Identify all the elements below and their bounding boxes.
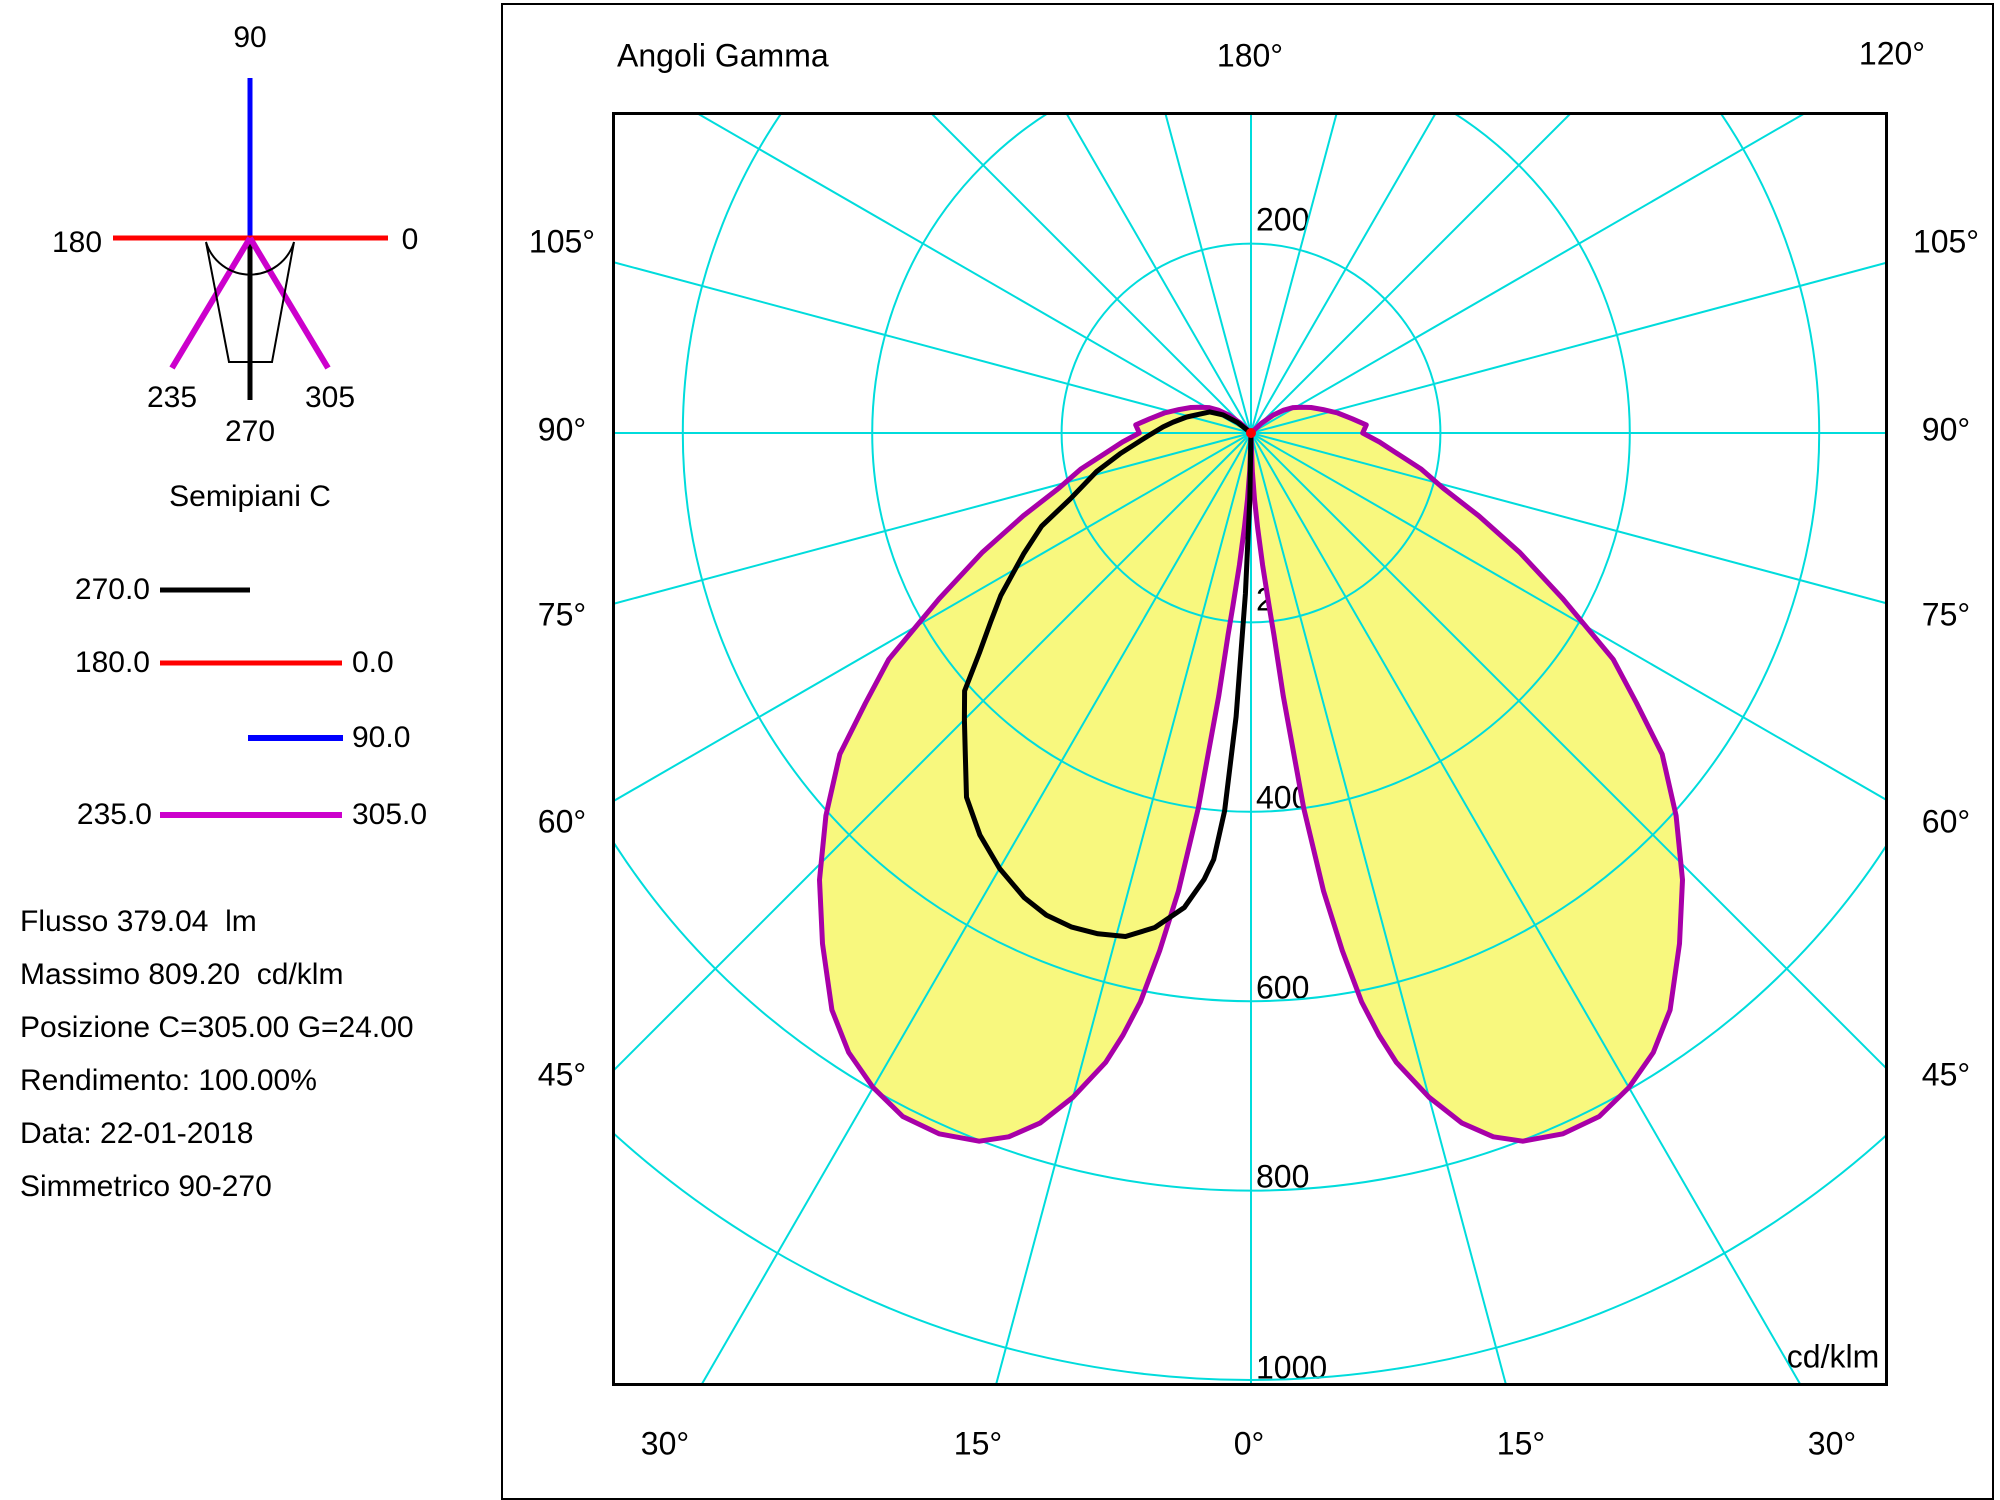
left-label-105: 105° xyxy=(528,223,596,260)
curve-c0-c180-dot xyxy=(1246,428,1256,438)
left-panel: 90 180 0 235 305 270 Semipiani C 270.0 1… xyxy=(0,0,500,1500)
grid-ray-105 xyxy=(1250,261,1888,434)
grid-ray-30 xyxy=(1250,432,1803,1386)
left-label-90: 90° xyxy=(537,411,587,448)
semipiani-title: Semipiani C xyxy=(169,480,331,513)
grid-ray-225 xyxy=(928,112,1252,434)
lamp-axis-235-line xyxy=(169,236,253,370)
info-simmetrico: Simmetrico 90-270 xyxy=(20,1170,272,1203)
legend-label-0: 0.0 xyxy=(352,646,394,679)
right-label-45: 45° xyxy=(1921,1056,1971,1093)
right-label-90: 90° xyxy=(1921,411,1971,448)
legend-line-270 xyxy=(160,587,250,593)
grid-ray-345 xyxy=(994,432,1252,1386)
lamp-label-305: 305 xyxy=(304,381,356,414)
right-label-75: 75° xyxy=(1921,596,1971,633)
info-rendimento: Rendimento: 100.00% xyxy=(20,1064,317,1097)
polar-chart-svg xyxy=(612,112,1888,1386)
bottom-label-15r: 15° xyxy=(1496,1425,1546,1462)
lamp-label-235: 235 xyxy=(146,381,198,414)
grid-ray-240 xyxy=(693,112,1252,434)
lamp-axis-305-line xyxy=(247,236,331,370)
info-massimo: Massimo 809.20 cd/klm xyxy=(20,958,344,991)
top-label-120: 120° xyxy=(1858,35,1926,72)
grid-ray-195 xyxy=(1163,112,1252,434)
grid-ray-45 xyxy=(1250,432,1888,1072)
bottom-label-15l: 15° xyxy=(953,1425,1003,1462)
lamp-label-270: 270 xyxy=(224,415,276,448)
chart-outer-frame xyxy=(501,3,1994,1500)
grid-ray-285 xyxy=(612,432,1252,606)
grid-ray-210 xyxy=(1064,112,1252,434)
legend-line-90 xyxy=(248,735,343,741)
bottom-label-30l: 30° xyxy=(640,1425,690,1462)
grid-ray-150 xyxy=(1250,112,1438,434)
top-label-180: 180° xyxy=(1216,37,1284,74)
left-label-45: 45° xyxy=(537,1056,587,1093)
lamp-label-90: 90 xyxy=(233,21,267,54)
grid-ray-315 xyxy=(612,432,1252,1074)
chart-inner-border xyxy=(612,112,1888,1386)
grid-ray-165 xyxy=(1250,112,1339,434)
left-label-60: 60° xyxy=(537,803,587,840)
legend-line-180-0 xyxy=(160,660,342,666)
info-block: Flusso 379.04 lm Massimo 809.20 cd/klm P… xyxy=(0,880,500,1240)
radial-label-200-top: 200 xyxy=(1256,201,1310,238)
lamp-label-0: 0 xyxy=(401,223,419,256)
curve-c270 xyxy=(961,409,1254,939)
grid-ray-255 xyxy=(612,260,1252,434)
unit-label-cdklm: cd/klm xyxy=(1786,1338,1880,1375)
right-label-105: 105° xyxy=(1912,223,1980,260)
legend-label-180: 180.0 xyxy=(74,646,150,679)
info-flusso: Flusso 379.04 lm xyxy=(20,905,257,938)
legend-line-235-305 xyxy=(160,812,342,818)
bottom-label-30r: 30° xyxy=(1807,1425,1857,1462)
grid-ray-120 xyxy=(1250,112,1809,434)
grid-ray-300 xyxy=(612,432,1252,804)
info-data: Data: 22-01-2018 xyxy=(20,1117,254,1150)
grid-ray-330 xyxy=(699,432,1252,1386)
legend-label-305: 305.0 xyxy=(352,798,428,831)
bottom-label-0: 0° xyxy=(1233,1425,1265,1462)
left-label-75: 75° xyxy=(537,596,587,633)
grid-ray-135 xyxy=(1250,112,1574,434)
legend: 270.0 180.0 0.0 90.0 235.0 305.0 xyxy=(0,540,500,860)
info-posizione: Posizione C=305.00 G=24.00 xyxy=(20,1011,414,1044)
grid-ray-15 xyxy=(1250,432,1508,1386)
legend-label-90: 90.0 xyxy=(352,721,411,754)
grid-ray-60 xyxy=(1250,432,1888,802)
grid-ray-75 xyxy=(1250,432,1888,605)
lamp-label-180: 180 xyxy=(51,226,103,259)
lamp-symbol-diagram xyxy=(113,78,388,400)
legend-label-270: 270.0 xyxy=(74,573,150,606)
chart-title: Angoli Gamma xyxy=(617,37,829,74)
legend-label-235: 235.0 xyxy=(76,798,152,831)
right-label-60: 60° xyxy=(1921,803,1971,840)
bulb-icon xyxy=(205,241,295,363)
